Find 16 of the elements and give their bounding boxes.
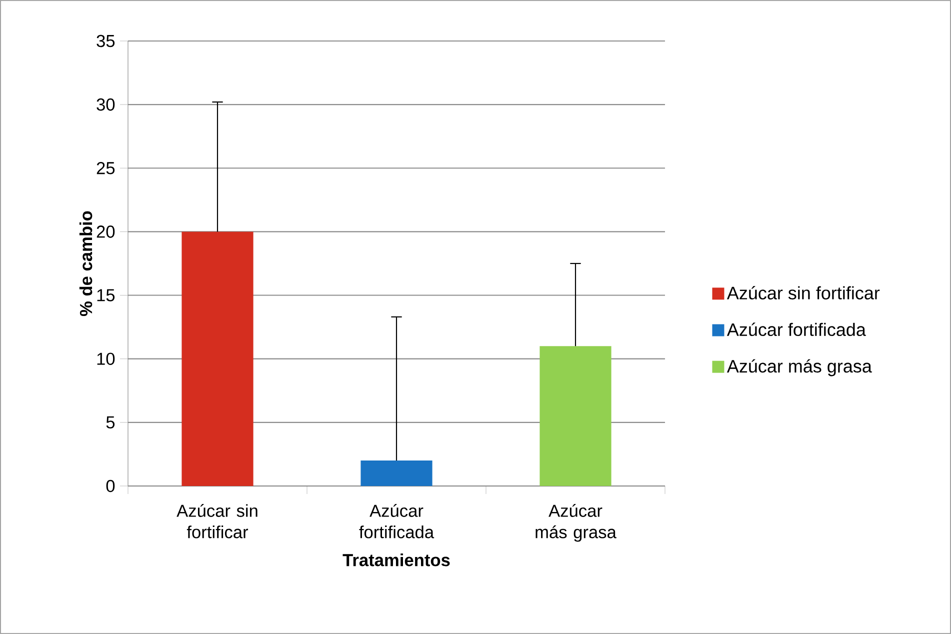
x-tick-label: Azúcar fortificada <box>359 504 434 538</box>
y-tick-label: 30 <box>96 98 115 111</box>
x-tick-label: Azúcar sin fortificar <box>176 504 258 538</box>
y-tick-label: 0 <box>106 480 115 492</box>
y-tick-label: 20 <box>96 226 115 238</box>
legend-label: Azúcar sin fortificar <box>726 286 880 300</box>
y-axis-title: % de cambio <box>79 211 92 316</box>
y-tick-label: 15 <box>97 289 115 302</box>
y-tick-label: 35 <box>96 34 115 48</box>
y-tick-label: 5 <box>106 416 115 428</box>
x-axis-title: Tratamientos <box>342 554 450 566</box>
legend-label: Azúcar más grasa <box>726 359 872 376</box>
x-tick-label: Azúcar más grasa <box>536 504 616 542</box>
y-tick-label: 10 <box>97 352 115 365</box>
legend-label: Azúcar fortificada <box>726 322 866 336</box>
y-tick-label: 25 <box>96 162 115 174</box>
